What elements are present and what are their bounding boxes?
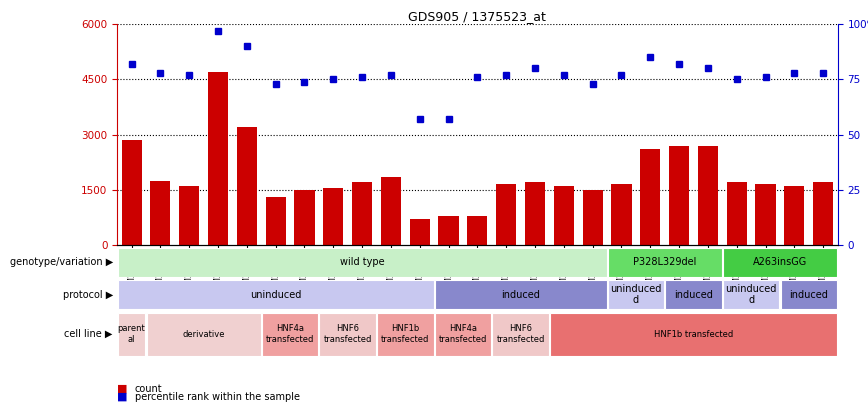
Bar xyxy=(122,140,141,245)
Text: genotype/variation ▶: genotype/variation ▶ xyxy=(10,257,113,267)
Text: uninduced: uninduced xyxy=(250,290,301,300)
Text: uninduced
d: uninduced d xyxy=(726,284,777,305)
Text: uninduced
d: uninduced d xyxy=(610,284,661,305)
Bar xyxy=(611,184,632,245)
Bar xyxy=(435,313,491,356)
Bar xyxy=(467,215,488,245)
Bar xyxy=(147,313,260,356)
Text: wild type: wild type xyxy=(339,257,385,267)
Text: derivative: derivative xyxy=(182,330,225,339)
Bar xyxy=(608,247,722,277)
Bar xyxy=(641,149,661,245)
Bar xyxy=(438,215,458,245)
Text: induced: induced xyxy=(789,290,828,300)
Bar xyxy=(665,280,722,309)
Text: induced: induced xyxy=(501,290,540,300)
Bar xyxy=(294,190,314,245)
Text: P328L329del: P328L329del xyxy=(633,257,696,267)
Text: HNF4a
transfected: HNF4a transfected xyxy=(266,324,314,344)
Bar xyxy=(492,313,549,356)
Text: percentile rank within the sample: percentile rank within the sample xyxy=(135,392,299,402)
Bar xyxy=(669,146,689,245)
Bar xyxy=(813,183,833,245)
Bar xyxy=(323,188,344,245)
Bar xyxy=(755,184,776,245)
Bar xyxy=(377,313,434,356)
Title: GDS905 / 1375523_at: GDS905 / 1375523_at xyxy=(409,10,546,23)
Bar xyxy=(208,72,228,245)
Text: cell line ▶: cell line ▶ xyxy=(64,329,113,339)
Text: HNF4a
transfected: HNF4a transfected xyxy=(439,324,487,344)
Text: HNF1b
transfected: HNF1b transfected xyxy=(381,324,430,344)
Bar xyxy=(785,186,805,245)
Bar xyxy=(698,146,718,245)
Text: protocol ▶: protocol ▶ xyxy=(62,290,113,300)
Bar xyxy=(179,186,200,245)
Bar xyxy=(237,127,257,245)
Bar xyxy=(608,280,664,309)
Bar xyxy=(118,313,146,356)
Text: ■: ■ xyxy=(117,384,128,394)
Bar xyxy=(266,197,286,245)
Bar xyxy=(319,313,376,356)
Bar xyxy=(582,190,602,245)
Text: count: count xyxy=(135,384,162,394)
Bar xyxy=(435,280,607,309)
Bar xyxy=(723,247,837,277)
Text: A263insGG: A263insGG xyxy=(753,257,807,267)
Bar xyxy=(410,219,430,245)
Bar xyxy=(550,313,837,356)
Bar xyxy=(780,280,837,309)
Text: parent
al: parent al xyxy=(118,324,146,344)
Bar xyxy=(723,280,779,309)
Bar xyxy=(262,313,319,356)
Text: induced: induced xyxy=(674,290,713,300)
Text: HNF1b transfected: HNF1b transfected xyxy=(654,330,733,339)
Bar xyxy=(525,183,545,245)
Bar xyxy=(496,184,516,245)
Text: HNF6
transfected: HNF6 transfected xyxy=(324,324,372,344)
Bar xyxy=(150,181,170,245)
Text: ■: ■ xyxy=(117,392,128,402)
Bar xyxy=(352,183,372,245)
Text: HNF6
transfected: HNF6 transfected xyxy=(496,324,545,344)
Bar xyxy=(118,280,434,309)
Bar xyxy=(727,183,746,245)
Bar xyxy=(554,186,574,245)
Bar xyxy=(118,247,607,277)
Bar xyxy=(381,177,401,245)
